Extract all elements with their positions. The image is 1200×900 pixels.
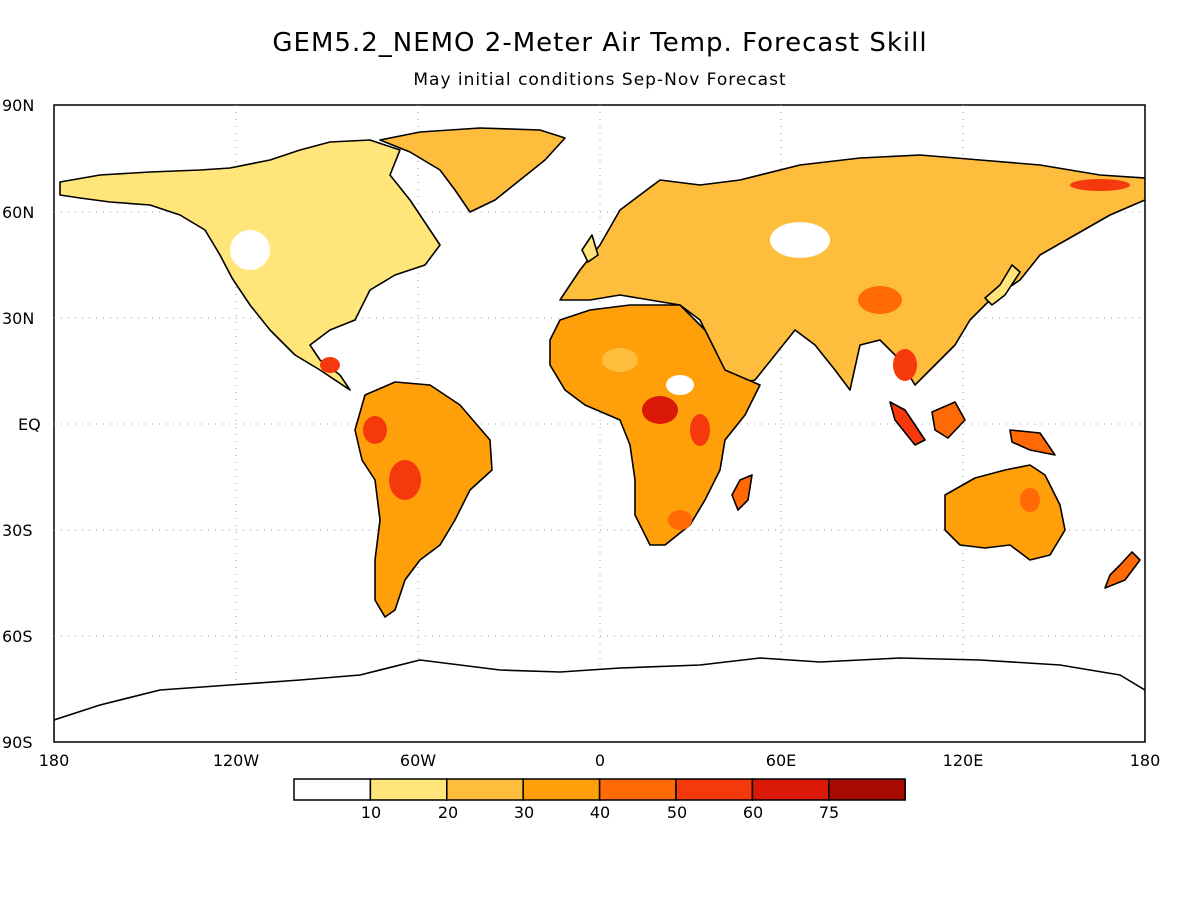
uk-landmass	[581, 234, 599, 263]
colorbar-swatch-1	[369, 778, 448, 801]
antarctica-coastline	[54, 657, 1145, 742]
lon-label-180w: 180	[38, 751, 70, 770]
lat-label-60n: 60N	[2, 203, 35, 222]
low-skill-sudan	[666, 375, 694, 395]
lat-label-30n: 30N	[2, 309, 35, 328]
low-skill-western-canada	[230, 230, 270, 270]
lat-label-90n: 90N	[2, 96, 35, 115]
hotspot-amazon	[363, 416, 387, 444]
lat-label-eq: EQ	[18, 415, 41, 434]
colorbar-tick-20: 20	[437, 803, 459, 822]
australia-landmass	[944, 464, 1066, 561]
greenland-landmass	[379, 127, 566, 213]
map-title: GEM5.2_NEMO 2-Meter Air Temp. Forecast S…	[272, 28, 928, 58]
hotspot-east-africa	[690, 414, 710, 446]
colorbar-tick-40: 40	[589, 803, 611, 822]
colorbar-tick-10: 10	[360, 803, 382, 822]
hotspot-brazil	[389, 460, 421, 500]
hotspot-southern-africa	[668, 510, 692, 530]
lat-label-60s: 60S	[2, 627, 33, 646]
colorbar-tick-75: 75	[818, 803, 840, 822]
hotspot-central-africa	[642, 396, 678, 424]
colorbar-swatch-7	[828, 778, 906, 801]
hotspot-australia	[1020, 488, 1040, 512]
hotspot-china	[858, 286, 902, 314]
colorbar-swatch-6	[751, 778, 830, 801]
hotspot-sahara	[602, 348, 638, 372]
colorbar-swatch-4	[598, 778, 677, 801]
land-skill-shading	[54, 127, 1145, 742]
madagascar-landmass	[731, 474, 753, 511]
lon-label-0: 0	[594, 751, 606, 770]
japan-landmass	[984, 264, 1021, 306]
colorbar-swatch-0	[293, 778, 372, 801]
south-america-landmass	[354, 381, 493, 618]
lon-label-120e: 120E	[942, 751, 984, 770]
skill-hotspots	[230, 179, 1130, 530]
colorbar-swatch-3	[522, 778, 601, 801]
colorbar-swatch-2	[446, 778, 524, 801]
lat-label-30s: 30S	[2, 521, 33, 540]
lon-label-180e: 180	[1129, 751, 1161, 770]
lon-label-60e: 60E	[765, 751, 797, 770]
colorbar	[293, 778, 906, 801]
hotspot-central-america	[320, 357, 340, 373]
new-zealand-landmass	[1104, 551, 1141, 589]
hotspot-siberia	[1070, 179, 1130, 191]
colorbar-tick-50: 50	[666, 803, 688, 822]
new-guinea-landmass	[1009, 429, 1056, 456]
colorbar-swatch-5	[675, 778, 754, 801]
low-skill-central-asia	[770, 222, 830, 258]
map-subtitle: May initial conditions Sep-Nov Forecast	[413, 70, 787, 90]
hotspot-indochina	[893, 349, 917, 381]
lat-label-90s: 90S	[2, 733, 33, 752]
colorbar-tick-60: 60	[742, 803, 764, 822]
sumatra-landmass	[889, 401, 926, 446]
borneo-landmass	[931, 401, 966, 439]
lon-label-120w: 120W	[212, 751, 260, 770]
lon-label-60w: 60W	[399, 751, 437, 770]
colorbar-tick-30: 30	[513, 803, 535, 822]
